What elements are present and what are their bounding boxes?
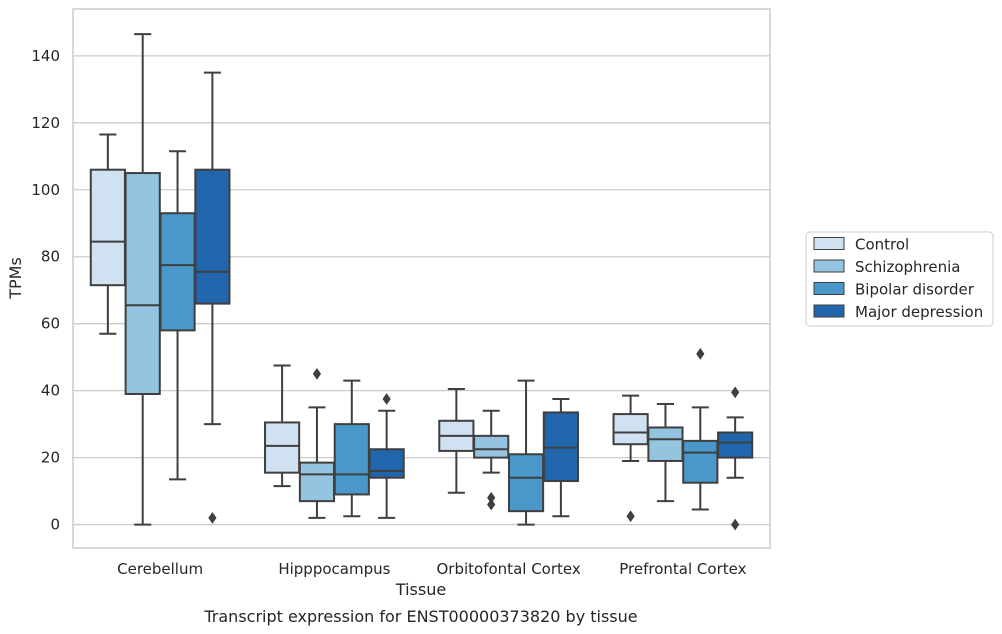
outlier-point xyxy=(382,393,391,405)
plot-frame xyxy=(72,8,771,549)
box-body xyxy=(89,168,126,287)
box-schizophrenia xyxy=(473,409,510,511)
x-tick-labels: Cerebellum Hipppocampus Orbitofontal Corte… xyxy=(117,560,746,578)
box-bipolar-disorder xyxy=(333,379,370,518)
y-tick-label: 0 xyxy=(50,516,60,534)
legend-label: Control xyxy=(855,236,909,254)
box-body xyxy=(264,421,301,474)
box-major-depression xyxy=(194,71,231,524)
legend-swatch xyxy=(813,304,845,318)
y-tick-label: 40 xyxy=(41,382,60,400)
legend-swatch xyxy=(813,237,845,250)
box-body xyxy=(124,172,161,395)
box-body xyxy=(368,448,405,479)
y-tick-label: 140 xyxy=(31,47,60,65)
x-tick-label: Hipppocampus xyxy=(278,560,390,578)
box-control xyxy=(612,394,649,523)
y-tick-labels: 0 20 40 60 80 100 120 140 xyxy=(31,47,60,534)
box-body xyxy=(298,461,336,503)
box-schizophrenia xyxy=(298,368,336,519)
x-axis-label: Tissue xyxy=(395,580,446,599)
box-body xyxy=(159,212,196,332)
y-tick-label: 60 xyxy=(41,315,60,333)
box-body xyxy=(194,168,231,305)
y-tick-label: 100 xyxy=(31,181,60,199)
legend-label: Schizophrenia xyxy=(855,258,960,276)
x-tick-label: Orbitofontal Cortex xyxy=(437,560,581,578)
box-bipolar-disorder xyxy=(159,150,196,481)
box-body xyxy=(682,439,719,484)
x-tick-label: Cerebellum xyxy=(117,560,203,578)
box-schizophrenia xyxy=(124,33,161,526)
legend-label: Bipolar disorder xyxy=(855,281,975,299)
legend-swatch xyxy=(813,259,845,273)
box-body xyxy=(507,453,545,513)
legend-label: Major depression xyxy=(855,303,983,321)
outlier-point xyxy=(696,347,705,360)
box-body xyxy=(647,426,684,462)
box-bipolar-disorder xyxy=(507,379,545,526)
legend: Control Schizophrenia Bipolar disorder Majo… xyxy=(805,231,994,327)
y-axis-label: TPMs xyxy=(6,257,25,300)
box-body xyxy=(612,413,649,446)
box-major-depression xyxy=(717,386,754,531)
box-control xyxy=(89,133,126,335)
outlier-point xyxy=(208,511,217,524)
box-major-depression xyxy=(368,393,405,519)
box-body xyxy=(333,423,370,496)
box-major-depression xyxy=(542,398,579,518)
outlier-point xyxy=(731,518,740,531)
boxes-layer xyxy=(89,33,754,531)
y-tick-label: 120 xyxy=(31,114,60,132)
legend-swatch xyxy=(813,282,845,295)
legend-frame xyxy=(805,231,994,327)
box-control xyxy=(264,364,301,488)
chart-title: Transcript expression for ENST0000037382… xyxy=(203,607,637,626)
outlier-point xyxy=(312,368,322,380)
box-body xyxy=(473,434,510,459)
outlier-point xyxy=(731,386,740,399)
outlier-point xyxy=(626,510,635,523)
x-tick-label: Prefrontal Cortex xyxy=(619,560,746,578)
box-schizophrenia xyxy=(647,403,684,503)
box-bipolar-disorder xyxy=(682,347,719,511)
outlier-point xyxy=(487,498,496,511)
y-tick-label: 80 xyxy=(41,248,60,266)
box-control xyxy=(438,387,475,494)
box-body xyxy=(717,431,754,459)
y-tick-label: 20 xyxy=(41,449,60,467)
